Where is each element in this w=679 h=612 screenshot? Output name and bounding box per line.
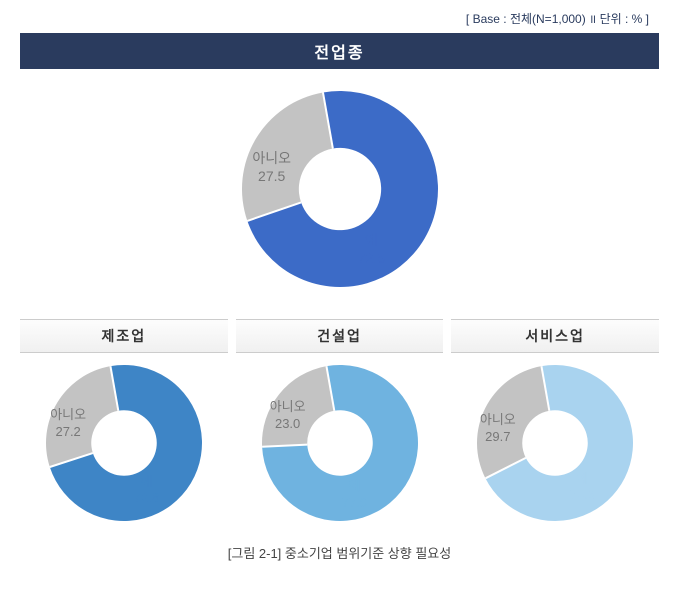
main-chart-container: 예 72.5 아니오 27.5 (20, 89, 659, 289)
main-donut: 예 72.5 아니오 27.5 (240, 89, 440, 289)
sub-col-2: 서비스업 예70.3 아니오 29.7 (451, 319, 659, 523)
yes-value: 72.8 (134, 490, 159, 505)
yes-label-text: 예 (140, 474, 152, 489)
no-value: 29.7 (485, 429, 510, 444)
main-title-bar: 전업종 (20, 33, 659, 69)
no-value: 23.0 (275, 416, 300, 431)
sub-col-0: 제조업 예72.8 아니오 27.2 (20, 319, 228, 523)
yes-value: 70.3 (569, 487, 594, 502)
no-value: 27.5 (258, 168, 285, 184)
yes-label-text: 예 (365, 232, 378, 248)
no-label: 아니오 27.2 (50, 407, 86, 441)
no-label-text: 아니오 (270, 399, 306, 414)
yes-label: 예70.3 (569, 471, 594, 505)
no-value: 27.2 (55, 424, 80, 439)
sub-charts-row: 제조업 예72.8아니오27.2 건설업 예77.0아니오23.0 서비스업 예… (20, 319, 659, 523)
no-label: 아니오 27.5 (252, 149, 291, 185)
base-note: [ Base : 전체(N=1,000) ॥ 단위 : % ] (20, 10, 659, 27)
yes-value: 72.5 (358, 250, 385, 266)
no-label: 아니오 23.0 (270, 399, 306, 433)
yes-label: 예 72.5 (358, 231, 385, 267)
no-label: 아니오 29.7 (480, 412, 516, 446)
sub-col-1: 건설업 예 77.0 아니오 23.0 (236, 319, 444, 523)
figure-caption: [그림 2-1] 중소기업 범위기준 상향 필요성 (20, 543, 659, 562)
yes-label: 예 77.0 (342, 478, 367, 512)
yes-label-text: 예 (348, 478, 360, 493)
yes-value: 77.0 (342, 495, 367, 510)
sub-title-0: 제조업 (20, 319, 228, 353)
donut-svg (44, 363, 204, 523)
yes-label: 예72.8 (134, 474, 159, 508)
sub-donut-2: 예70.3 아니오 29.7 (475, 363, 635, 523)
no-label-text: 아니오 (252, 150, 291, 166)
sub-donut-1: 예 77.0 아니오 23.0 (260, 363, 420, 523)
donut-svg (240, 89, 440, 289)
no-label-text: 아니오 (50, 407, 86, 422)
sub-title-1: 건설업 (236, 319, 444, 353)
no-label-text: 아니오 (480, 412, 516, 427)
donut-svg (260, 363, 420, 523)
sub-donut-0: 예72.8 아니오 27.2 (44, 363, 204, 523)
yes-label-text: 예 (576, 471, 588, 486)
sub-title-2: 서비스업 (451, 319, 659, 353)
